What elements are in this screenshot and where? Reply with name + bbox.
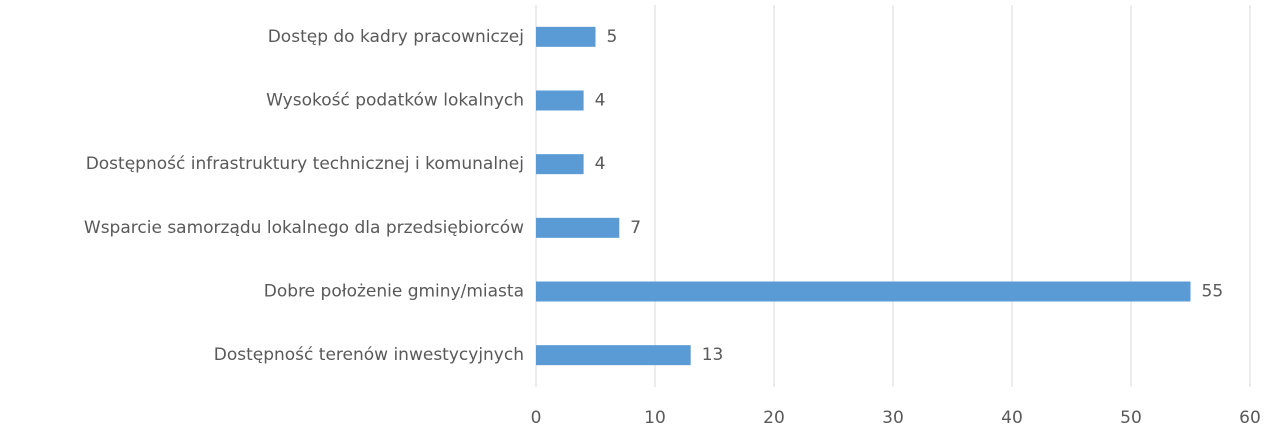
bar [536, 154, 584, 175]
bar [536, 217, 620, 238]
y-tick-label: Dobre położenie gminy/miasta [264, 282, 524, 302]
data-label: 13 [702, 345, 724, 365]
y-tick-label: Dostępność terenów inwestycyjnych [214, 345, 524, 365]
bar [536, 281, 1191, 302]
x-tick-label: 50 [1120, 408, 1142, 428]
data-label: 7 [630, 218, 641, 238]
data-label: 4 [595, 91, 606, 111]
bar [536, 345, 691, 366]
y-tick-label: Dostępność infrastruktury technicznej i … [86, 154, 524, 174]
x-tick-label: 40 [1001, 408, 1023, 428]
x-tick-label: 30 [882, 408, 904, 428]
bar [536, 90, 584, 111]
y-tick-label: Wsparcie samorządu lokalnego dla przedsi… [84, 218, 524, 238]
data-label: 55 [1202, 282, 1224, 302]
data-label: 4 [595, 154, 606, 174]
x-tick-label: 0 [531, 408, 542, 428]
y-tick-label: Dostęp do kadry pracowniczej [268, 27, 524, 47]
y-tick-label: Wysokość podatków lokalnych [266, 91, 524, 111]
data-label: 5 [607, 27, 618, 47]
bar [536, 26, 596, 47]
x-tick-label: 10 [644, 408, 666, 428]
x-tick-label: 60 [1239, 408, 1261, 428]
x-tick-label: 20 [763, 408, 785, 428]
